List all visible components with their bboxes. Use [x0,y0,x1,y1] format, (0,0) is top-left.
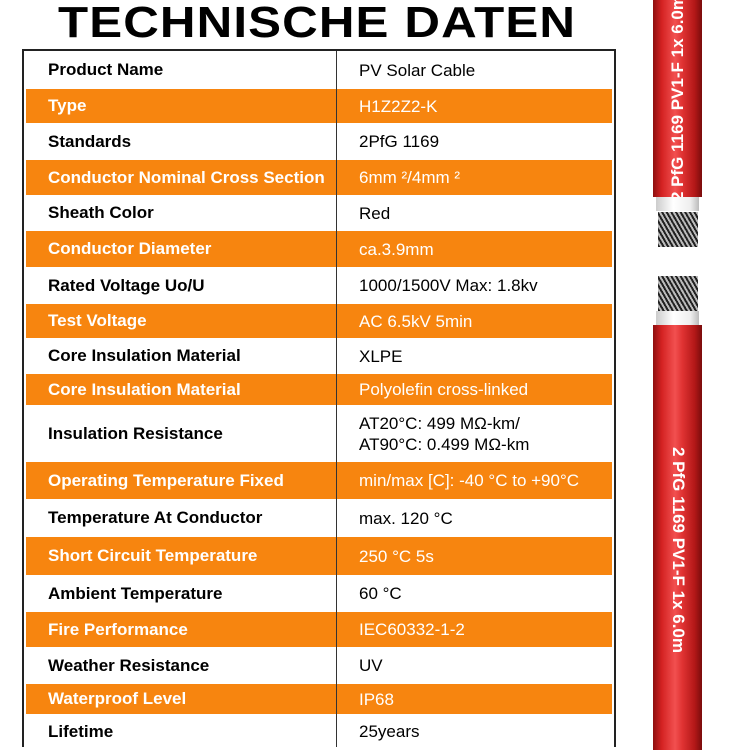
row-value: 25years [359,722,420,741]
row-value: AC 6.5kV 5min [359,311,473,331]
row-value-line: AT90°C: 0.499 MΩ-km [359,434,530,454]
table-row: Lifetime 25years [24,714,614,749]
row-value: H1Z2Z2-K [359,96,438,116]
row-value: PV Solar Cable [359,60,476,80]
table-row: Insulation Resistance AT20°C: 499 MΩ-km/A… [24,405,614,462]
table-row: Operating Temperature Fixed min/max [C]: … [26,462,612,499]
table-row: Weather Resistance UV [24,647,614,684]
row-label: Lifetime [48,721,114,741]
row-label: Conductor Nominal Cross Section [48,167,325,187]
row-value-line: AT20°C: 499 MΩ-km/ [359,413,520,433]
table-row: Short Circuit Temperature 250 °C 5s [26,537,612,575]
cable-bottom-sheath: 2 PfG 1169 PV1-F 1x 6.0m [653,325,702,750]
row-value: Red [359,203,391,223]
table-row: Type H1Z2Z2-K [26,89,612,123]
table-row: Fire Performance IEC60332-1-2 [26,612,612,647]
page-title: TECHNISCHE DATEN [58,0,577,47]
column-divider [336,51,337,747]
row-value: UV [359,656,383,675]
table-row: Conductor Nominal Cross Section 6mm ²/4mm… [26,160,612,195]
spec-table: Product Name PV Solar Cable Type H1Z2Z2-K St… [22,49,616,747]
row-value: 6mm ²/4mm ² [359,168,461,187]
cable-top-insulation [656,197,699,211]
row-value: min/max [C]: -40 °C to +90°C [359,471,580,490]
table-row: Temperature At Conductor max. 120 °C [24,499,614,537]
table-row: Product Name PV Solar Cable [24,51,614,89]
cable-top-sheath: 2 PfG 1169 PV1-F 1x 6.0m [653,0,702,201]
row-value: XLPE [359,346,403,366]
cable-bottom-insulation [656,311,699,325]
row-value: max. 120 °C [359,508,453,528]
row-value: AT20°C: 499 MΩ-km/AT90°C: 0.499 MΩ-km [359,413,529,455]
row-label: Weather Resistance [48,655,210,675]
row-value: IP68 [359,689,394,709]
row-value: 250 °C 5s [359,546,434,566]
row-label: Test Voltage [48,311,147,330]
row-value: 1000/1500V Max: 1.8kv [359,276,538,295]
row-label: Product Name [48,60,164,79]
row-value: 60 °C [359,584,402,603]
row-label: Short Circuit Temperature [48,546,258,565]
row-value: IEC60332-1-2 [359,620,465,639]
row-label: Rated Voltage Uo/U [48,275,205,295]
row-label: Type [48,96,87,115]
row-value: Polyolefin cross-linked [359,380,529,399]
table-row: Ambient Temperature 60 °C [24,575,614,612]
table-row: Core Insulation Material XLPE [24,338,614,374]
row-label: Fire Performance [48,619,188,639]
row-label: Core Insulation Material [48,379,241,399]
row-label: Sheath Color [48,203,154,222]
row-value: ca.3.9mm [359,239,434,259]
table-row: Standards 2PfG 1169 [24,123,614,160]
table-row: Rated Voltage Uo/U 1000/1500V Max: 1.8kv [24,267,614,304]
table-row: Waterproof Level IP68 [26,684,612,714]
table-row: Conductor Diameter ca.3.9mm [26,231,612,267]
row-label: Ambient Temperature [48,583,223,603]
cable-bottom-marking: 2 PfG 1169 PV1-F 1x 6.0m [668,446,688,654]
row-label: Core Insulation Material [48,346,241,365]
row-label: Insulation Resistance [48,423,223,443]
row-label: Standards [48,131,132,151]
cable-top-conductor [658,212,698,247]
row-label: Temperature At Conductor [48,508,263,527]
row-value: 2PfG 1169 [359,132,440,151]
table-row: Test Voltage AC 6.5kV 5min [26,304,612,338]
cable-bottom-conductor [658,276,698,311]
table-row: Core Insulation Material Polyolefin cross… [26,374,612,405]
row-label: Waterproof Level [48,689,187,708]
table-row: Sheath Color Red [24,195,614,231]
row-label: Conductor Diameter [48,239,212,258]
cable-top-marking: 2 PfG 1169 PV1-F 1x 6.0m [667,0,687,202]
row-label: Operating Temperature Fixed [48,470,284,490]
